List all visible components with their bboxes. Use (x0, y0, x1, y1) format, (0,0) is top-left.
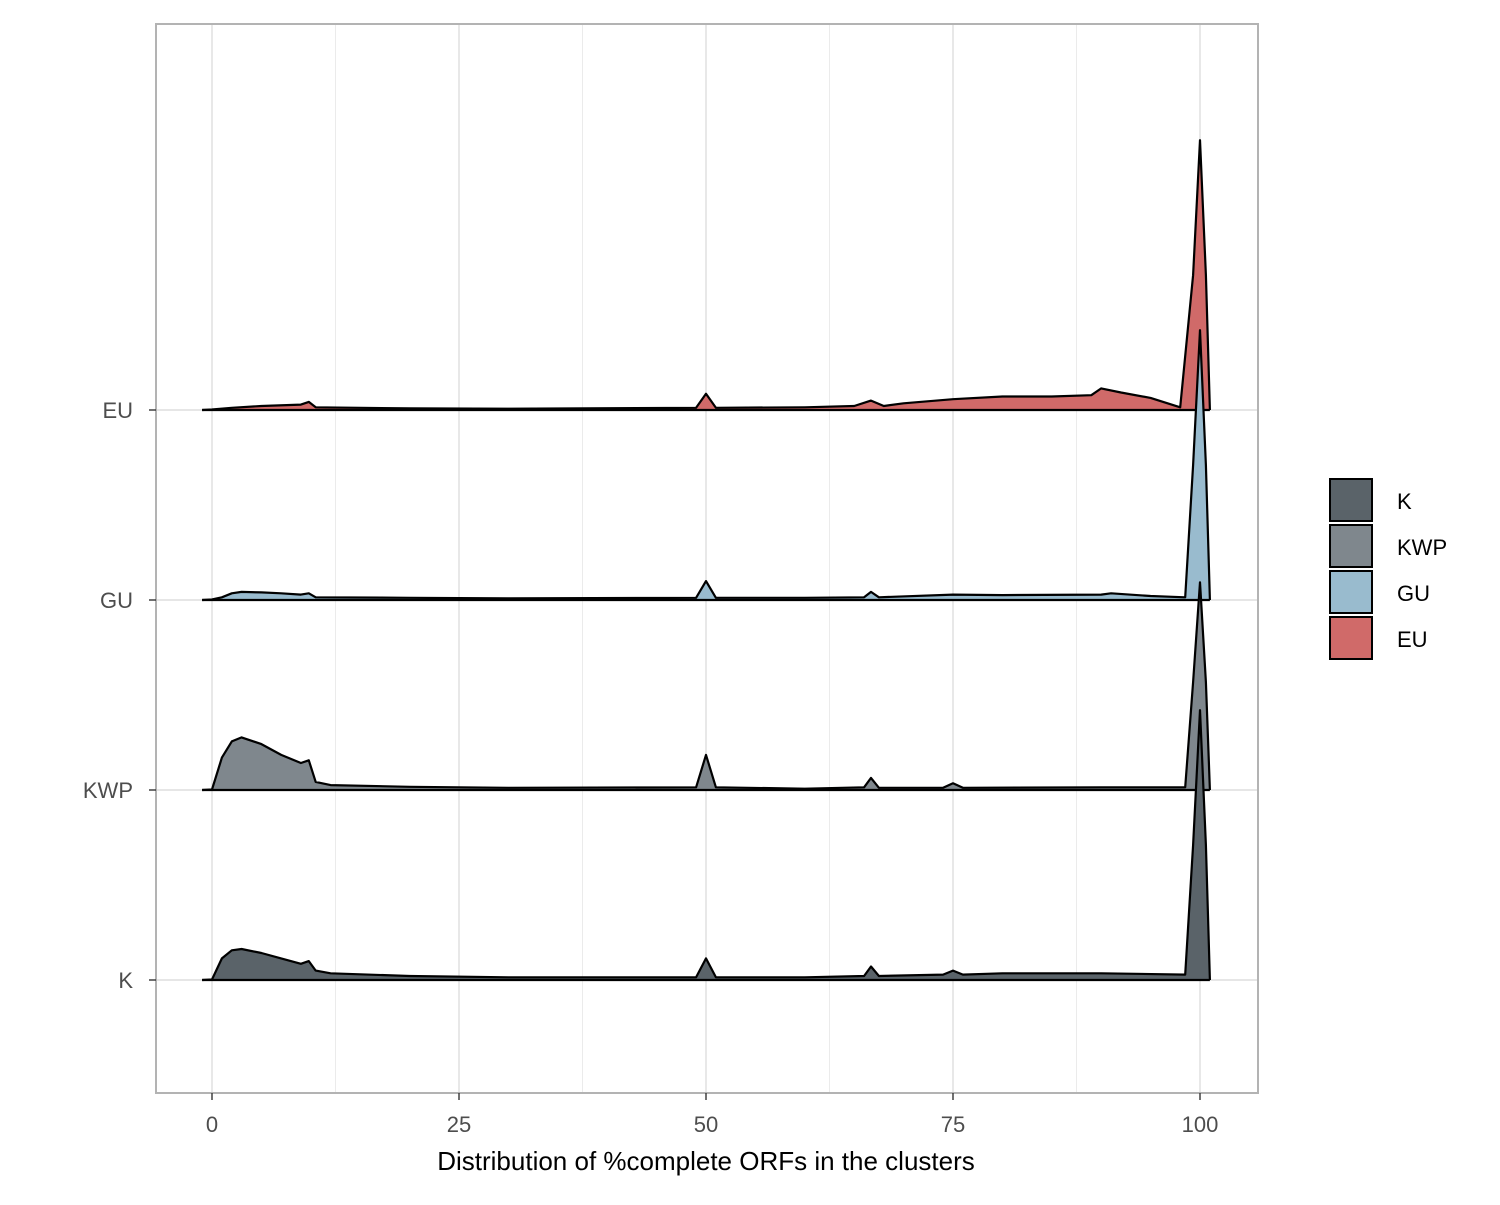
legend-swatch (1329, 570, 1373, 614)
legend-swatch (1329, 478, 1373, 522)
legend: K KWP GU EU (1329, 478, 1447, 660)
legend-swatch (1329, 616, 1373, 660)
panel-border (155, 23, 1259, 1094)
x-tick-label: 50 (694, 1112, 718, 1137)
ridge-kwp (202, 581, 1211, 792)
legend-label: KWP (1397, 535, 1447, 560)
legend-item-k: K (1329, 478, 1412, 522)
ridge-area-kwp (202, 582, 1210, 790)
legend-item-eu: EU (1329, 616, 1428, 660)
legend-label: EU (1397, 627, 1428, 652)
x-tick-label: 0 (206, 1112, 218, 1137)
legend-label: K (1397, 489, 1412, 514)
x-axis-title: Distribution of %complete ORFs in the cl… (437, 1146, 975, 1176)
x-tick-label: 100 (1182, 1112, 1219, 1137)
legend-swatch (1329, 524, 1373, 568)
legend-label: GU (1397, 581, 1430, 606)
ridge-layer (202, 139, 1211, 982)
y-tick-label: K (118, 968, 133, 993)
ridge-outline-gu (202, 329, 1211, 602)
ridge-outline-kwp (202, 581, 1211, 792)
legend-item-gu: GU (1329, 570, 1430, 614)
legend-item-kwp: KWP (1329, 524, 1447, 568)
y-tick-label: KWP (83, 778, 133, 803)
y-tick-label: GU (100, 588, 133, 613)
ridge-eu (202, 139, 1211, 412)
x-tick-label: 75 (941, 1112, 965, 1137)
y-tick-label: EU (102, 398, 133, 423)
ridge-outline-eu (202, 139, 1211, 412)
ridge-outline-k (202, 709, 1211, 982)
ridge-k (202, 709, 1211, 982)
axis-layer: 0 25 50 75 100 K KWP GU EU (83, 398, 1218, 1137)
x-tick-label: 25 (447, 1112, 471, 1137)
ridge-gu (202, 329, 1211, 602)
